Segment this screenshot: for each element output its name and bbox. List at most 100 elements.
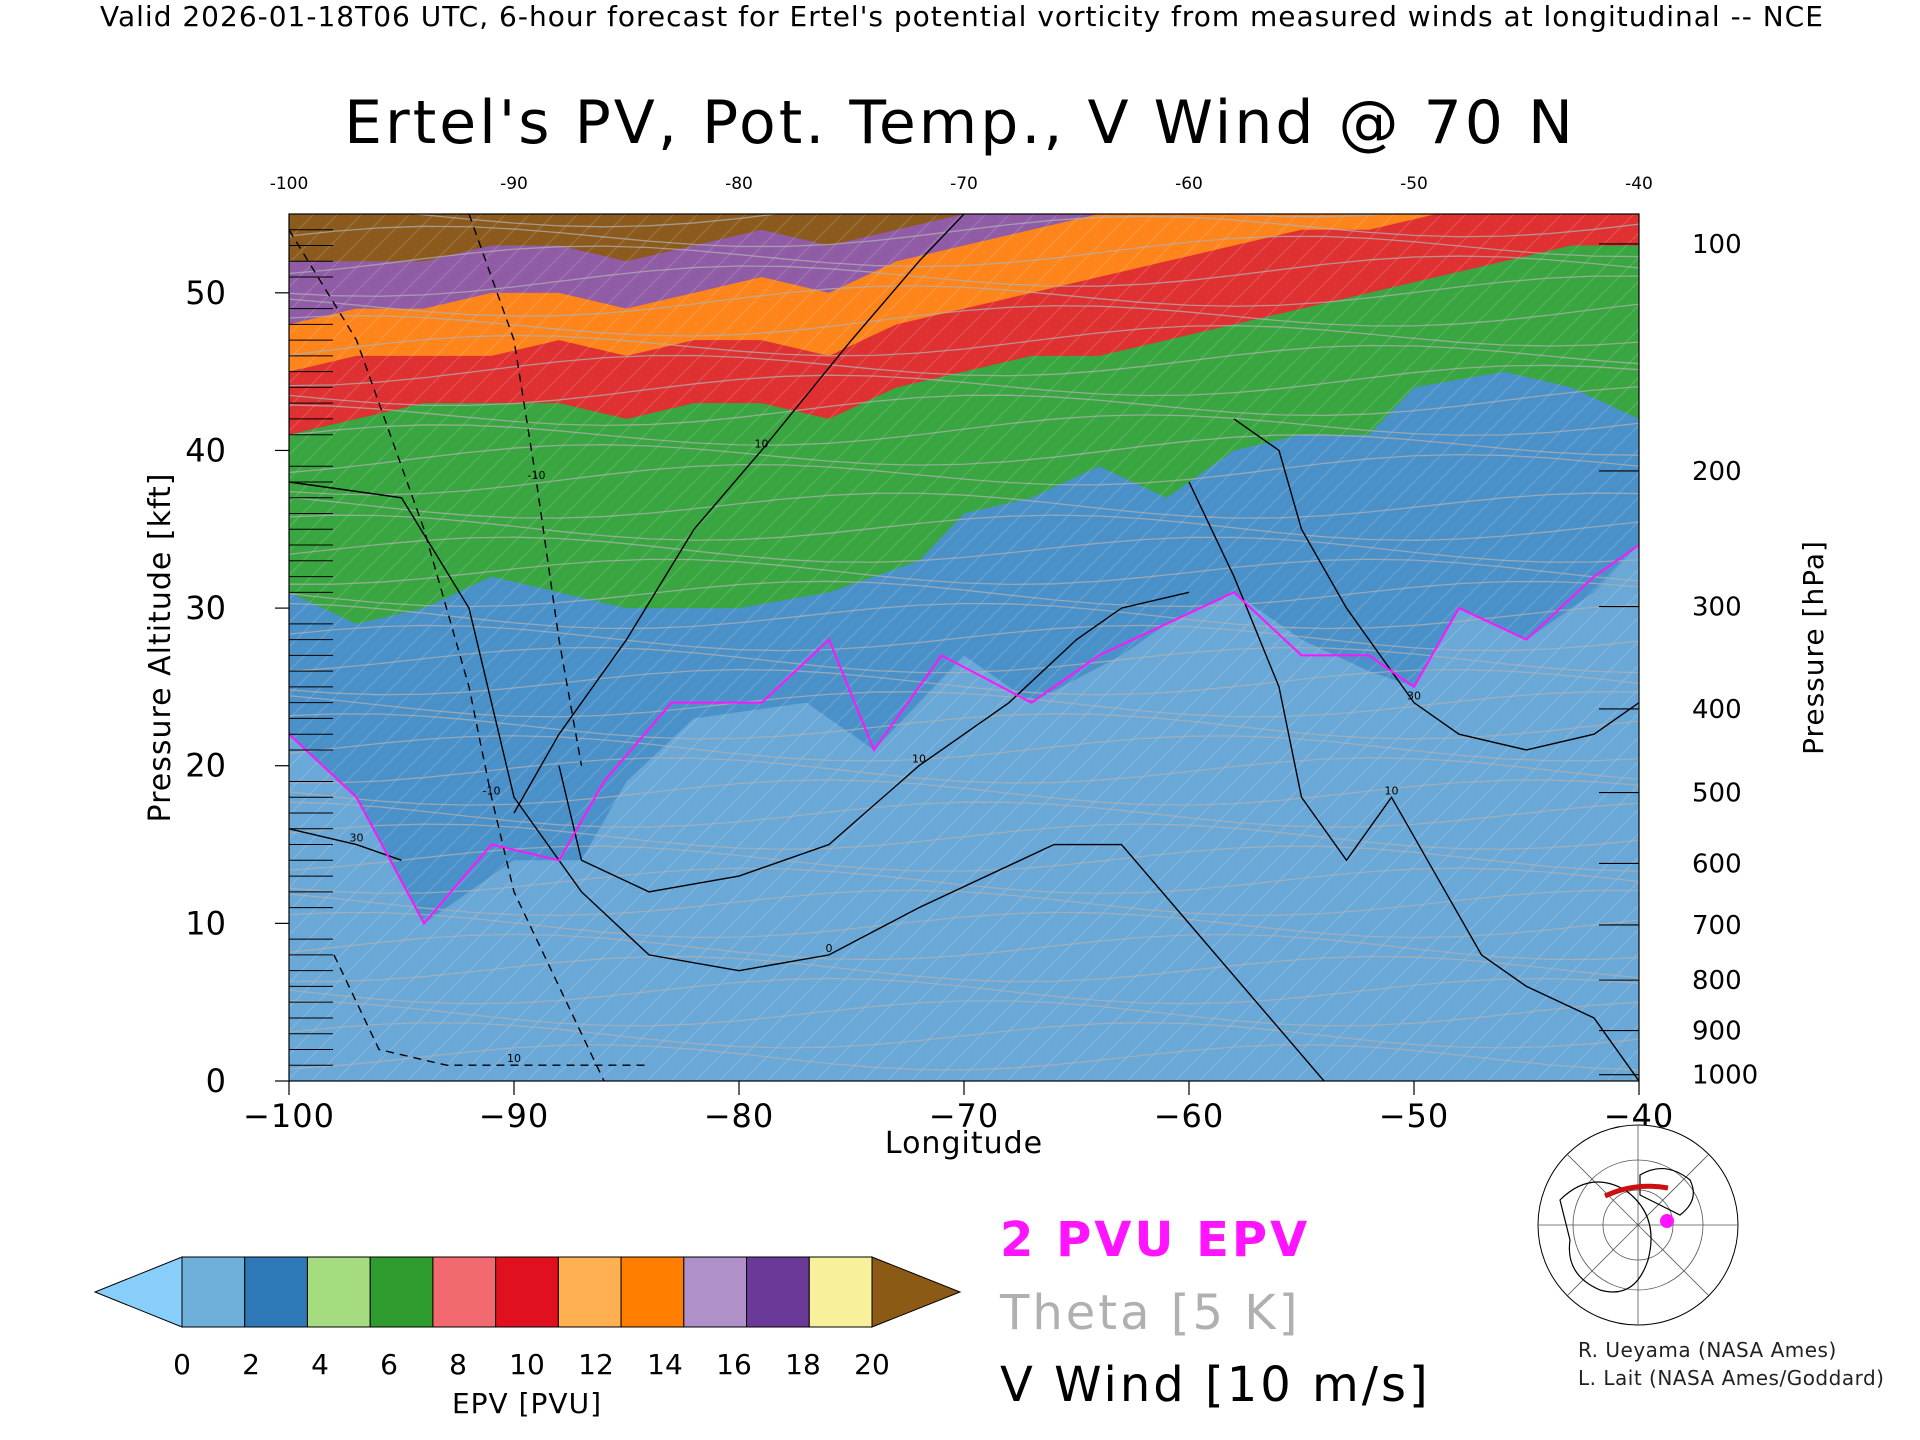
colorbar-tick-label: 16 (716, 1348, 752, 1381)
map-landmass (1559, 1181, 1652, 1293)
top-x-tick-label: -70 (950, 174, 978, 194)
top-x-tick-label: -40 (1625, 174, 1653, 194)
epv-2pvu-line (289, 544, 1639, 926)
x-tick-label: −100 (243, 1097, 335, 1135)
theta-contour (289, 453, 1639, 496)
map-greenland (1639, 1168, 1694, 1216)
theta-contour (289, 602, 1639, 630)
epv-filled-contours (289, 214, 1639, 1081)
y-tick-label: 10 (185, 904, 226, 942)
pressure-tick-label: 200 (1692, 457, 1742, 487)
pressure-tick-label: 1000 (1692, 1061, 1758, 1091)
colorbar-segment (369, 1256, 434, 1328)
theta-contour (289, 801, 1639, 828)
x-tick-label: −50 (1379, 1097, 1450, 1135)
legend-2pvu: 2 PVU EPV (1000, 1212, 1311, 1268)
theta-contour (289, 215, 1639, 248)
x-tick-label: −80 (704, 1097, 775, 1135)
theta-contour (289, 867, 1639, 895)
theta-contour (289, 255, 1639, 297)
vwind-contour-label: 10 (1385, 784, 1399, 797)
contour-lines: 0 10 10 10 -10 -10 30 30 10 (289, 214, 1639, 1081)
map-location-marker (1660, 1214, 1674, 1228)
colorbar-segment (495, 1256, 559, 1328)
colorbar-segment (244, 1256, 308, 1328)
vwind-contour-label: 30 (1407, 690, 1421, 703)
pressure-tick-label: 600 (1692, 849, 1742, 879)
colorbar-tick-label: 14 (647, 1348, 683, 1381)
colorbar-tick-label: 10 (509, 1348, 545, 1381)
pressure-tick-label: 500 (1692, 779, 1742, 809)
pressure-tick-label: 900 (1692, 1017, 1742, 1047)
y-axis-label: Pressure Altitude [kft] (143, 473, 178, 823)
vwind-contour (289, 481, 1325, 1081)
colorbar-segment (683, 1256, 748, 1328)
theta-contour (289, 691, 1639, 718)
vwind-contour-label: 10 (507, 1052, 521, 1065)
x-tick-label: −70 (929, 1097, 1000, 1135)
map-track (1603, 1183, 1669, 1199)
theta-contour (289, 434, 1639, 474)
theta-contour (289, 235, 1639, 275)
map-meridian (1637, 1154, 1709, 1226)
axes: −100-100−90-90−80-80−70-70−60-60−50-50−4… (143, 174, 1830, 1161)
colorbar-segment (306, 1256, 371, 1328)
y-tick-label: 20 (185, 747, 226, 785)
theta-contour (407, 214, 1395, 228)
theta-contour (289, 514, 1639, 541)
theta-contour (289, 303, 1639, 337)
vwind-contour-label: 10 (912, 753, 926, 766)
legend-theta: Theta [5 K] (1000, 1285, 1301, 1341)
theta-contour (289, 558, 1639, 586)
credit-line-1: R. Ueyama (NASA Ames) (1578, 1338, 1837, 1362)
top-x-tick-label: -50 (1400, 174, 1428, 194)
pressure-tick-label: 400 (1692, 695, 1742, 725)
theta-contour (289, 713, 1639, 740)
colorbar-under-arrow (93, 1256, 183, 1328)
y2-axis-label: Pressure [hPa] (1797, 540, 1830, 755)
theta-contour (289, 492, 1639, 519)
theta-contour (289, 536, 1639, 563)
forecast-header: Valid 2026-01-18T06 UTC, 6-hour forecast… (100, 0, 1824, 33)
pressure-tick-label: 800 (1692, 966, 1742, 996)
top-x-tick-label: -80 (725, 174, 753, 194)
colorbar-tick-label: 6 (380, 1348, 398, 1381)
theta-contour (289, 977, 1639, 1005)
colorbar-over-arrow (871, 1256, 962, 1328)
theta-contour (289, 386, 1639, 427)
colorbar-tick-label: 18 (785, 1348, 821, 1381)
colorbar-segment (557, 1256, 622, 1328)
x-tick-label: −90 (479, 1097, 550, 1135)
theta-contour (289, 1022, 1639, 1049)
pressure-tick-label: 300 (1692, 593, 1742, 623)
theta-contour (289, 646, 1639, 674)
vwind-contour (468, 214, 583, 766)
theta-contour (289, 735, 1639, 762)
theta-contour (289, 933, 1639, 961)
vwind-contour (1188, 481, 1639, 1081)
colorbar-segment (746, 1256, 810, 1328)
theta-contour (289, 624, 1639, 652)
colorbar-tick-label: 2 (242, 1348, 260, 1381)
x-axis-label: Longitude (885, 1126, 1043, 1161)
theta-contour (289, 1044, 1639, 1071)
pressure-tick-label: 700 (1692, 911, 1742, 941)
theta-contour (289, 757, 1639, 784)
colorbar-tick-label: 20 (854, 1348, 890, 1381)
theta-contour (289, 823, 1639, 850)
vwind-contour (558, 591, 1190, 893)
vwind-contour-label: 30 (350, 832, 364, 845)
top-x-tick-label: -100 (270, 174, 309, 194)
colorbar-segment (808, 1256, 873, 1328)
vwind-contour (333, 954, 649, 1066)
y-tick-label: 50 (185, 274, 226, 312)
colorbar-segment (620, 1256, 685, 1328)
vwind-contour (289, 229, 605, 1081)
theta-contour (289, 955, 1639, 983)
theta-contour (289, 364, 1639, 407)
y-tick-label: 0 (206, 1062, 226, 1100)
chart-title: Ertel's PV, Pot. Temp., V Wind @ 70 N (344, 88, 1576, 158)
theta-contour (289, 275, 1639, 317)
colorbar-tick-label: 8 (449, 1348, 467, 1381)
